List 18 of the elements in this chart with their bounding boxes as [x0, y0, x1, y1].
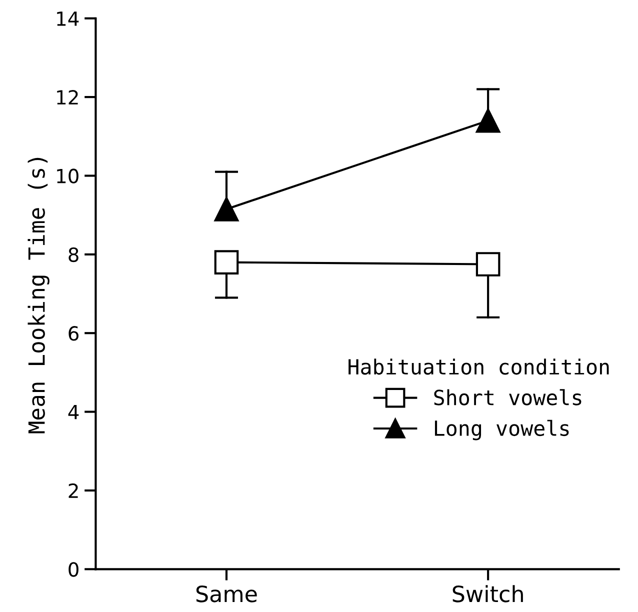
point [476, 108, 500, 133]
y-tick-label: 10 [57, 168, 78, 184]
y-axis-title: Mean Looking Time (s) [28, 158, 50, 434]
point [214, 250, 239, 274]
y-tick-label: 6 [68, 326, 79, 341]
point [476, 252, 500, 276]
legend-title: Habituation condition [348, 358, 609, 375]
x-tick-label: Switch [452, 585, 523, 602]
legend-label: Short vowels [434, 389, 582, 406]
legend-label: Long vowels [434, 420, 569, 440]
y-tick-label: 8 [68, 247, 78, 262]
y-tick-label: 2 [68, 483, 78, 498]
y-tick-label: 0 [68, 562, 78, 577]
y-tick-label: 14 [57, 12, 79, 26]
x-tick-label: Same [196, 586, 257, 602]
y-tick-label: 4 [68, 405, 79, 420]
point [214, 197, 239, 222]
y-tick-label: 12 [57, 90, 78, 104]
